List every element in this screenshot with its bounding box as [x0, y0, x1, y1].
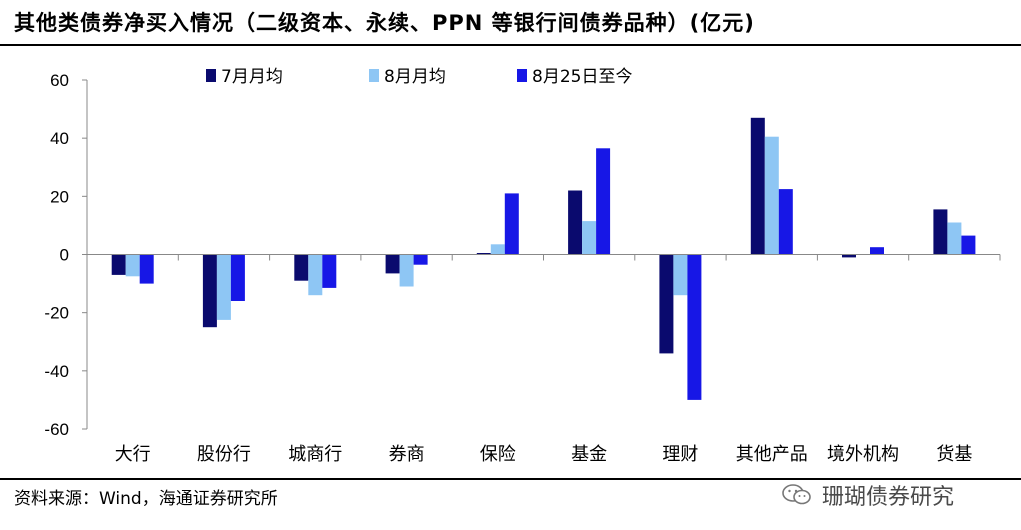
bar — [673, 254, 688, 296]
bar — [139, 254, 154, 284]
y-tick-label: -60 — [44, 420, 69, 439]
x-category-label: 股份行 — [197, 444, 251, 465]
x-category-label: 其他产品 — [736, 444, 808, 465]
legend-swatch — [206, 69, 216, 82]
bar — [490, 244, 505, 255]
source-note: 资料来源：Wind，海通证券研究所 — [14, 489, 278, 509]
y-tick-label: 20 — [50, 187, 69, 206]
bar — [216, 254, 231, 320]
y-tick-label: 60 — [50, 71, 69, 90]
bar — [308, 254, 323, 296]
bar — [778, 189, 793, 255]
legend-label: 7月月均 — [221, 67, 283, 87]
x-category-label: 境外机构 — [827, 444, 899, 465]
y-tick-label: 0 — [60, 246, 69, 265]
chart-title: 其他类债券净买入情况（二级资本、永续、PPN 等银行间债券品种）(亿元) — [14, 11, 755, 35]
x-category-label: 券商 — [389, 444, 425, 465]
bar-chart: 60 40 20 0 -20 -40 -60 大行 股份行 城商行 券商 保险 基金 理财 其他产品 境外机构… — [44, 67, 1001, 465]
bar — [659, 254, 674, 354]
bar — [385, 254, 400, 274]
wechat-icon — [782, 484, 811, 505]
x-category-label: 城商行 — [288, 444, 342, 465]
bar — [842, 254, 856, 258]
bar — [764, 136, 779, 255]
x-category-label: 基金 — [571, 444, 607, 465]
x-category-label: 理财 — [662, 444, 698, 465]
y-tick-label: -20 — [44, 304, 69, 323]
bar — [947, 222, 962, 255]
bar — [504, 193, 519, 255]
bar — [933, 209, 948, 255]
bar — [961, 235, 976, 255]
bar — [596, 148, 611, 255]
x-category-label: 保险 — [480, 444, 516, 465]
x-category-label: 货基 — [936, 444, 972, 465]
watermark: 珊瑚债券研究 — [782, 478, 1014, 512]
x-category-label: 大行 — [115, 444, 151, 465]
bar — [582, 221, 597, 255]
bar — [322, 254, 337, 288]
bar — [125, 254, 140, 277]
bottom-rule — [0, 478, 1021, 480]
bar — [399, 254, 414, 287]
bar — [476, 253, 491, 255]
bar — [687, 254, 702, 400]
legend-label: 8月月均 — [384, 67, 446, 87]
watermark-text: 珊瑚债券研究 — [822, 485, 955, 510]
bar — [870, 247, 884, 255]
legend-label: 8月25日至今 — [532, 67, 632, 87]
legend-swatch — [369, 69, 379, 82]
y-tick-label: 40 — [50, 129, 69, 148]
bar — [568, 190, 583, 255]
bar — [202, 254, 217, 328]
title-bar: 其他类债券净买入情况（二级资本、永续、PPN 等银行间债券品种）(亿元) — [0, 0, 1021, 46]
y-tick-label: -40 — [44, 362, 69, 381]
bar — [230, 254, 245, 301]
legend-swatch — [517, 69, 527, 82]
bar — [294, 254, 309, 281]
bar — [111, 254, 126, 275]
bar — [750, 117, 765, 255]
bar — [413, 254, 428, 265]
